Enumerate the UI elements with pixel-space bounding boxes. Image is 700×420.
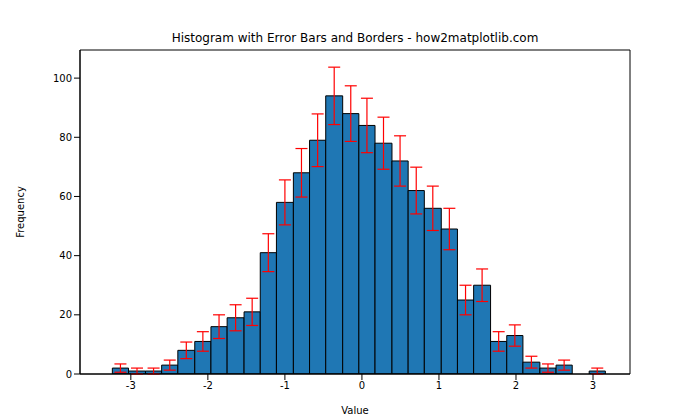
svg-text:1: 1 bbox=[436, 380, 442, 391]
svg-text:3: 3 bbox=[590, 380, 596, 391]
svg-text:Value: Value bbox=[341, 405, 368, 416]
svg-text:0: 0 bbox=[66, 369, 72, 380]
svg-text:100: 100 bbox=[53, 73, 72, 84]
svg-text:-3: -3 bbox=[126, 380, 136, 391]
svg-text:-2: -2 bbox=[203, 380, 213, 391]
svg-text:40: 40 bbox=[59, 250, 72, 261]
svg-text:20: 20 bbox=[59, 309, 72, 320]
svg-text:80: 80 bbox=[59, 132, 72, 143]
svg-text:2: 2 bbox=[513, 380, 519, 391]
svg-text:0: 0 bbox=[359, 380, 365, 391]
svg-text:60: 60 bbox=[59, 191, 72, 202]
svg-text:Frequency: Frequency bbox=[15, 186, 26, 238]
svg-text:-1: -1 bbox=[280, 380, 290, 391]
html-text:Histogram with Error Bars and: Histogram with Error Bars and Borders - … bbox=[171, 31, 539, 45]
